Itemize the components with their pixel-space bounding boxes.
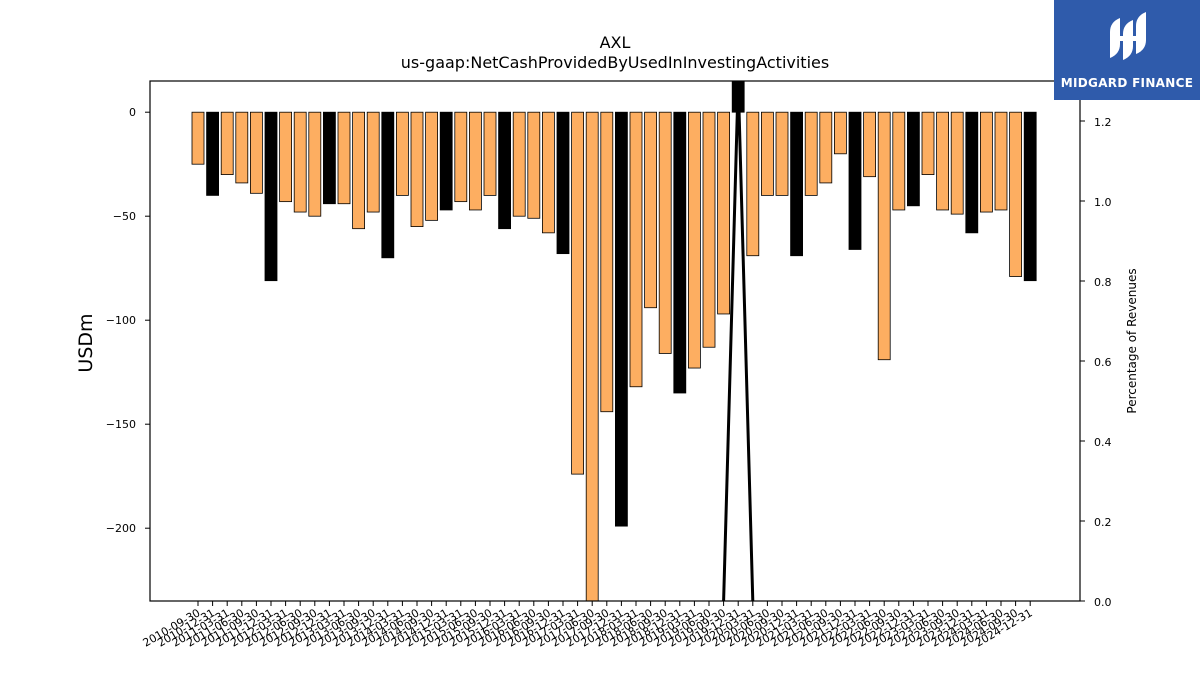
- y2-tick-label: 0.8: [1094, 276, 1112, 289]
- bar: [936, 111, 949, 211]
- y-axis-ticks: 0 −50 −100 −150 −200: [106, 106, 150, 535]
- y2-tick-label: 1.2: [1094, 116, 1112, 129]
- bar: [1009, 111, 1022, 277]
- bar: [585, 111, 599, 602]
- plot-frame: [149, 80, 1081, 602]
- logo-text: MIDGARD FINANCE: [1060, 76, 1194, 90]
- bar: [483, 111, 497, 196]
- bar: [512, 111, 526, 217]
- y2-tick-label: 0.6: [1094, 356, 1112, 369]
- bar: [498, 111, 512, 230]
- bar: [863, 111, 876, 178]
- bar: [308, 111, 322, 217]
- bar: [556, 111, 570, 255]
- bar: [279, 111, 293, 203]
- bar: [658, 111, 672, 354]
- company-logo: MIDGARD FINANCE: [1054, 0, 1200, 100]
- bar: [688, 111, 701, 369]
- y2-axis-label: Percentage of Revenues: [1125, 268, 1139, 413]
- bar: [702, 111, 716, 348]
- bar: [1023, 111, 1037, 282]
- bar: [542, 111, 555, 234]
- y-tick-label: −100: [106, 314, 136, 327]
- bar: [235, 111, 249, 184]
- bar: [629, 111, 643, 388]
- y2-tick-label: 0.4: [1094, 436, 1112, 449]
- bar: [381, 111, 395, 259]
- bar: [804, 111, 818, 196]
- bar: [293, 111, 307, 213]
- y-axis-label: USDm: [75, 313, 97, 372]
- bar: [454, 111, 468, 203]
- bar: [191, 111, 205, 165]
- bar: [950, 111, 964, 215]
- bar: [965, 111, 979, 234]
- logo-mark-icon: [1110, 12, 1146, 60]
- bar: [921, 111, 935, 175]
- bar: [425, 111, 439, 221]
- bar: [848, 111, 862, 250]
- bar: [527, 111, 541, 219]
- bar: [790, 111, 803, 257]
- bar: [877, 111, 891, 361]
- bar: [439, 111, 453, 211]
- bar: [395, 111, 409, 196]
- bar: [264, 111, 278, 282]
- bar: [761, 111, 774, 196]
- bar: [892, 111, 906, 211]
- bar: [775, 111, 789, 196]
- bar: [907, 111, 920, 207]
- bar: [819, 111, 833, 184]
- bar: [600, 111, 614, 413]
- bar: [571, 111, 584, 475]
- bar: [994, 111, 1008, 211]
- bar: [615, 111, 628, 527]
- bar: [980, 111, 993, 213]
- bar: [249, 111, 263, 194]
- bar: [644, 111, 657, 309]
- bar: [322, 111, 336, 205]
- bars: [191, 80, 1037, 602]
- bar: [673, 111, 687, 394]
- bar: [717, 111, 730, 315]
- x-axis-ticks: 2010-09-302010-12-312011-03-312011-06-30…: [141, 601, 1035, 650]
- y2-tick-label: 0.2: [1094, 516, 1112, 529]
- bar: [352, 111, 366, 230]
- y-tick-label: −50: [113, 210, 136, 223]
- chart-subtitle: us-gaap:NetCashProvidedByUsedInInvesting…: [401, 53, 829, 72]
- chart-title: AXL: [600, 33, 631, 52]
- bar: [410, 111, 424, 227]
- y2-axis-ticks: 0.0 0.2 0.4 0.6 0.8 1.0 1.2: [1080, 116, 1112, 609]
- bar: [834, 111, 847, 155]
- bar: [206, 111, 220, 196]
- bar: [366, 111, 380, 213]
- bar: [468, 111, 482, 211]
- y-tick-label: 0: [129, 106, 136, 119]
- bar: [746, 111, 760, 257]
- bar: [220, 111, 234, 175]
- y-tick-label: −200: [106, 522, 136, 535]
- y2-tick-label: 1.0: [1094, 196, 1112, 209]
- y-tick-label: −150: [106, 418, 136, 431]
- bar: [337, 111, 351, 205]
- y2-tick-label: 0.0: [1094, 596, 1112, 609]
